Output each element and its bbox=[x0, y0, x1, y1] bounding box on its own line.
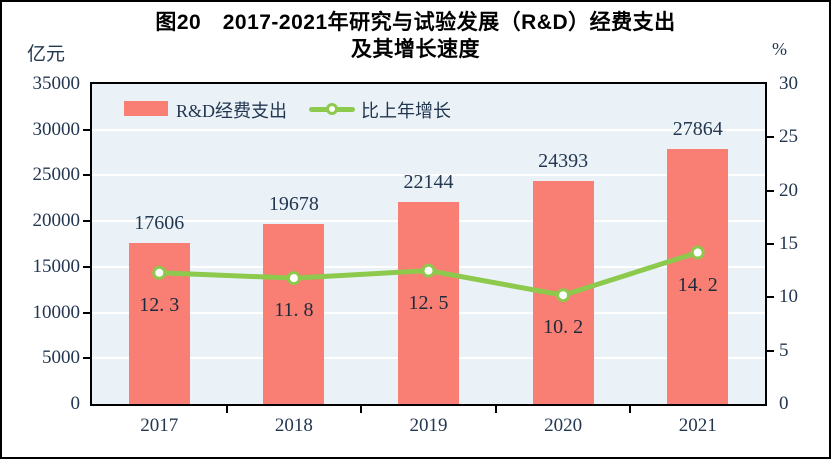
bar-value-label: 19678 bbox=[268, 193, 319, 216]
left-axis-tick-label: 35000 bbox=[32, 73, 81, 94]
right-axis-tick-label: 25 bbox=[779, 126, 798, 148]
growth-rate-label: 11. 8 bbox=[274, 299, 314, 322]
right-axis-tick bbox=[767, 136, 774, 139]
x-axis-category-label: 2019 bbox=[409, 415, 448, 436]
left-axis-tick-label: 0 bbox=[70, 393, 81, 414]
right-axis-tick-label: 30 bbox=[779, 73, 798, 94]
bar-value-label: 24393 bbox=[538, 149, 589, 172]
chart-title-line2: 及其增长速度 bbox=[351, 38, 480, 61]
legend-line-swatch bbox=[309, 98, 355, 120]
bar-2017 bbox=[128, 243, 190, 404]
x-axis-category-label: 2017 bbox=[140, 415, 179, 436]
x-axis-tick bbox=[494, 406, 497, 413]
x-axis-tick bbox=[360, 406, 363, 413]
bar-value-label: 22144 bbox=[403, 170, 454, 193]
legend-line-label: 比上年增长 bbox=[361, 101, 451, 121]
right-axis-tick bbox=[767, 243, 774, 245]
growth-rate-label: 14. 2 bbox=[677, 273, 718, 296]
legend-bar-swatch bbox=[124, 101, 168, 116]
bar-2020 bbox=[532, 180, 594, 404]
right-axis-tick-label: 5 bbox=[779, 339, 789, 361]
left-axis-tick bbox=[83, 220, 90, 223]
left-axis-tick bbox=[83, 265, 90, 268]
left-axis-tick bbox=[83, 128, 90, 131]
right-axis-tick-label: 15 bbox=[779, 233, 798, 254]
left-axis-tick bbox=[83, 311, 90, 314]
left-axis-tick-label: 20000 bbox=[32, 210, 81, 232]
x-axis-tick bbox=[629, 406, 632, 413]
bar-value-label: 27864 bbox=[672, 118, 723, 141]
right-axis-tick bbox=[767, 189, 774, 192]
plot-area: 17606 12. 3 19678 11. 8 22144 12. 5 24393 10. 2… bbox=[90, 82, 767, 406]
right-axis-tick bbox=[767, 296, 774, 299]
right-axis-tick-label: 0 bbox=[779, 393, 789, 414]
chart-title: 图20 2017-2021年研究与试验发展（R&D）经费支出 及其增长速度 bbox=[2, 9, 829, 63]
growth-rate-label: 12. 5 bbox=[408, 291, 449, 314]
right-axis-tick-label: 20 bbox=[779, 179, 798, 201]
left-axis-tick-label: 5000 bbox=[42, 347, 80, 369]
growth-rate-label: 12. 3 bbox=[139, 293, 180, 316]
left-axis-tick bbox=[83, 357, 90, 360]
bar-value-label: 17606 bbox=[134, 212, 185, 235]
chart-title-line1: 图20 2017-2021年研究与试验发展（R&D）经费支出 bbox=[155, 11, 676, 34]
left-axis-tick-label: 30000 bbox=[32, 118, 81, 140]
left-axis-unit-label: 亿元 bbox=[27, 44, 66, 65]
left-axis-tick-label: 25000 bbox=[32, 164, 81, 186]
right-axis-tick-label: 10 bbox=[779, 286, 798, 308]
legend-line-marker-icon bbox=[326, 103, 338, 115]
left-axis-tick-label: 10000 bbox=[32, 301, 81, 323]
legend-bar-label: R&D经费支出 bbox=[176, 101, 288, 121]
x-axis-category-label: 2018 bbox=[274, 415, 313, 436]
x-axis-category-label: 2020 bbox=[544, 415, 583, 436]
growth-rate-label: 10. 2 bbox=[543, 316, 584, 339]
x-axis-tick bbox=[225, 406, 228, 413]
bar-2019 bbox=[398, 201, 459, 404]
left-axis-tick bbox=[83, 174, 90, 177]
gridline bbox=[92, 128, 765, 131]
gridline bbox=[92, 174, 765, 177]
left-axis-tick-label: 15000 bbox=[32, 255, 81, 277]
right-axis-tick bbox=[767, 349, 774, 352]
x-axis-category-label: 2021 bbox=[678, 415, 717, 436]
right-axis-unit-label: % bbox=[772, 39, 787, 59]
